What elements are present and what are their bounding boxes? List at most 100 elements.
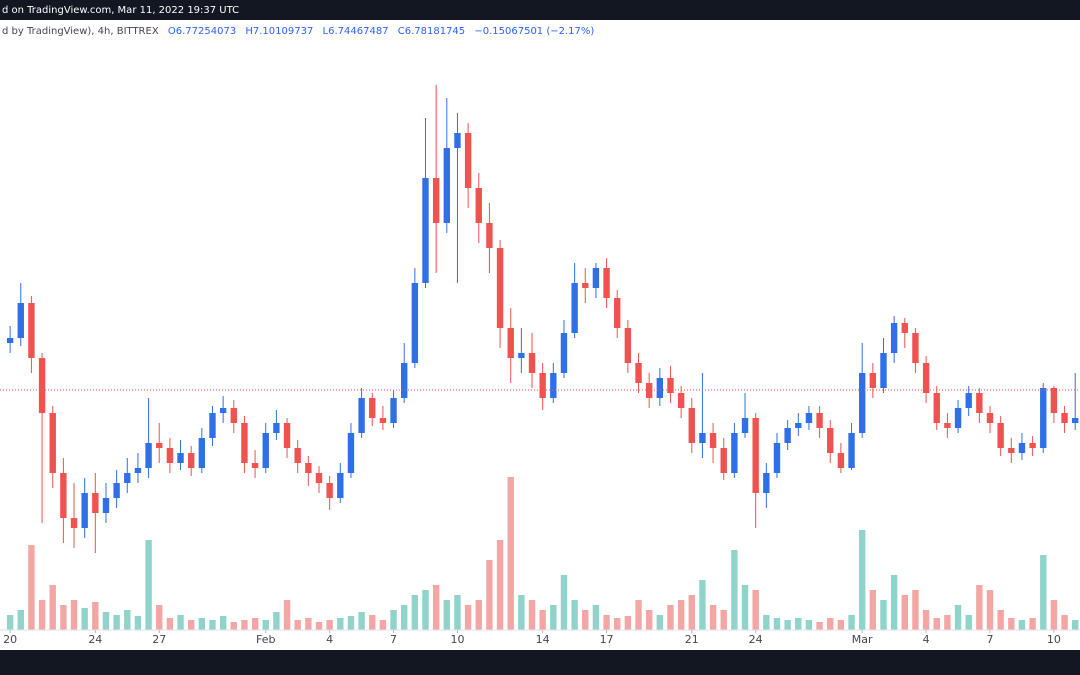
volume-bar: [177, 615, 184, 630]
volume-bar: [795, 618, 802, 630]
bottom-bar: [0, 650, 1080, 675]
volume-bar: [752, 590, 759, 630]
candle-body: [124, 473, 131, 483]
x-tick-label: 4: [923, 633, 930, 646]
volume-bar: [1018, 620, 1026, 630]
volume-bar: [102, 612, 110, 630]
volume-bar: [560, 575, 568, 630]
volume-bar: [901, 595, 908, 630]
candle-body: [795, 423, 802, 428]
volume-bar: [858, 530, 866, 630]
x-tick-label: 7: [390, 633, 397, 646]
candle-body: [209, 413, 216, 438]
volume-bar: [933, 618, 940, 630]
candle-body: [709, 433, 717, 448]
volume-bar: [965, 615, 972, 630]
x-tick-label: 27: [152, 633, 166, 646]
candle-body: [38, 358, 46, 413]
candle-body: [1050, 388, 1058, 413]
candle-body: [773, 443, 781, 473]
volume-bar: [6, 615, 14, 630]
candle-body: [49, 413, 56, 473]
candle-body: [422, 178, 429, 283]
volume-bar: [763, 615, 770, 630]
volume-bar: [507, 477, 514, 630]
volume-bar: [401, 605, 408, 630]
candle-body: [667, 378, 674, 393]
volume-bar: [1008, 618, 1015, 630]
candle-body: [1018, 443, 1026, 453]
x-tick-label: 24: [749, 633, 763, 646]
x-tick-label: 20: [3, 633, 17, 646]
candle-body: [816, 413, 823, 428]
x-tick-label: 24: [88, 633, 102, 646]
candle-body: [1061, 413, 1068, 423]
candle-body: [518, 353, 525, 358]
candle-body: [411, 283, 419, 363]
volume-bar: [954, 605, 962, 630]
candle-body: [827, 428, 834, 453]
volume-bar: [358, 612, 365, 630]
candle-body: [315, 473, 323, 483]
candle-body: [369, 398, 376, 418]
candle-body: [592, 268, 600, 288]
volume-bar: [528, 600, 536, 630]
volume-bar: [496, 540, 504, 630]
candle-body: [507, 328, 514, 358]
volume-bar: [92, 602, 99, 630]
volume-bar: [198, 618, 206, 630]
candle-body: [1040, 388, 1047, 448]
candle-body: [997, 423, 1004, 448]
candle-body: [102, 498, 110, 513]
volume-bar: [784, 620, 791, 630]
volume-bar: [28, 545, 35, 630]
volume-bar: [432, 585, 440, 630]
volume-bar: [294, 620, 301, 630]
volume-bar: [890, 575, 898, 630]
candle-body: [241, 423, 248, 463]
volume-bar: [656, 615, 664, 630]
volume-bar: [262, 620, 269, 630]
volume-bar: [880, 600, 887, 630]
volume-bar: [17, 610, 24, 630]
volume-bar: [976, 585, 983, 630]
candle-body: [560, 333, 568, 373]
candle-series: [6, 85, 1079, 553]
x-tick-label: Mar: [852, 633, 873, 646]
volume-bar: [1072, 620, 1079, 630]
volume-bar: [539, 610, 546, 630]
candle-body: [496, 248, 504, 328]
volume-bar: [60, 605, 67, 630]
candle-body: [922, 363, 930, 393]
candle-body: [614, 298, 621, 328]
candle-body: [347, 433, 355, 473]
volume-bar: [645, 610, 653, 630]
candle-body: [635, 363, 642, 383]
volume-bar: [209, 620, 216, 630]
candle-body: [156, 443, 163, 448]
candle-body: [92, 493, 99, 513]
volume-bar: [1061, 615, 1068, 630]
volume-bar: [81, 608, 88, 630]
candle-body: [28, 303, 35, 358]
candle-body: [454, 133, 461, 148]
candle-body: [880, 353, 887, 388]
candle-body: [273, 423, 280, 433]
volume-bar: [518, 595, 525, 630]
x-tick-label: 10: [450, 633, 464, 646]
volume-bar: [571, 600, 578, 630]
x-tick-label: 17: [600, 633, 614, 646]
volume-bar: [699, 580, 706, 630]
volume-bar: [731, 550, 738, 630]
volume-bar: [582, 610, 589, 630]
candle-body: [326, 483, 333, 498]
watermark-title: d on TradingView.com, Mar 11, 2022 19:37…: [2, 5, 239, 16]
candle-body: [475, 188, 482, 223]
volume-bar: [997, 610, 1004, 630]
candle-body: [805, 413, 813, 423]
volume-bar: [827, 618, 834, 630]
candle-body: [603, 268, 610, 298]
candle-body: [379, 418, 387, 423]
candle-body: [60, 473, 67, 518]
candle-body: [337, 473, 344, 498]
